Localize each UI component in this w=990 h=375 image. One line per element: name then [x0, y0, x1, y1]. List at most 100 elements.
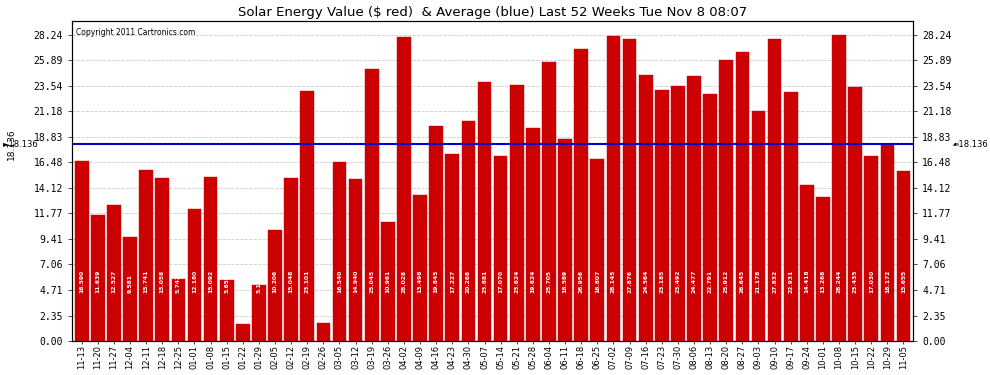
Bar	[767, 39, 781, 341]
Bar	[880, 144, 894, 341]
Text: 16.590: 16.590	[79, 270, 84, 293]
Bar	[348, 179, 362, 341]
Text: 19.624: 19.624	[531, 270, 536, 293]
Bar	[590, 159, 604, 341]
Text: 10.206: 10.206	[272, 270, 277, 293]
Bar	[188, 209, 201, 341]
Bar	[623, 39, 637, 341]
Bar	[558, 140, 572, 341]
Text: 17.030: 17.030	[869, 270, 874, 293]
Text: 24.477: 24.477	[691, 270, 697, 293]
Text: 15.048: 15.048	[289, 270, 294, 293]
Text: 13.498: 13.498	[418, 270, 423, 293]
Text: 18.136: 18.136	[7, 129, 16, 160]
Bar	[833, 35, 845, 341]
Bar	[543, 62, 555, 341]
Title: Solar Energy Value ($ red)  & Average (blue) Last 52 Weeks Tue Nov 8 08:07: Solar Energy Value ($ red) & Average (bl…	[238, 6, 747, 18]
Bar	[107, 205, 121, 341]
Text: 18.172: 18.172	[885, 270, 890, 293]
Text: 28.028: 28.028	[402, 270, 407, 293]
Text: 19.845: 19.845	[434, 270, 439, 293]
Bar	[526, 128, 540, 341]
Text: 13.268: 13.268	[821, 270, 826, 293]
Bar	[155, 178, 169, 341]
Text: 26.645: 26.645	[740, 270, 744, 293]
Bar	[494, 156, 508, 341]
Bar	[478, 82, 491, 341]
Bar	[365, 69, 378, 341]
Text: 22.931: 22.931	[788, 270, 793, 293]
Bar	[800, 184, 814, 341]
Bar	[510, 85, 524, 341]
Bar	[236, 324, 249, 341]
Text: 23.435: 23.435	[852, 270, 857, 293]
Bar	[848, 87, 862, 341]
Bar	[204, 177, 218, 341]
Bar	[220, 280, 234, 341]
Text: 23.624: 23.624	[514, 270, 519, 293]
Bar	[864, 156, 878, 341]
Text: 25.705: 25.705	[546, 270, 551, 293]
Text: 9.581: 9.581	[128, 274, 133, 293]
Text: 12.180: 12.180	[192, 270, 197, 293]
Text: 20.268: 20.268	[466, 270, 471, 293]
Text: 26.956: 26.956	[579, 270, 584, 293]
Text: 17.070: 17.070	[498, 270, 503, 293]
Bar	[784, 92, 798, 341]
Text: 16.807: 16.807	[595, 270, 600, 293]
Text: ☙18.136: ☙18.136	[951, 140, 988, 149]
Bar	[687, 76, 701, 341]
Text: 28.145: 28.145	[611, 270, 616, 293]
Text: 5.659: 5.659	[224, 274, 230, 293]
Text: 15.092: 15.092	[208, 270, 213, 293]
Bar	[574, 49, 588, 341]
Bar	[736, 52, 749, 341]
Text: 18.589: 18.589	[562, 270, 567, 293]
Bar	[461, 121, 475, 341]
Text: 14.940: 14.940	[353, 270, 358, 293]
Text: 28.244: 28.244	[837, 270, 842, 293]
Bar	[123, 237, 137, 341]
Bar	[413, 195, 427, 341]
Text: 16.540: 16.540	[337, 270, 342, 293]
Text: 24.564: 24.564	[644, 270, 648, 293]
Bar	[397, 37, 411, 341]
Bar	[252, 285, 265, 341]
Bar	[381, 222, 395, 341]
Text: Copyright 2011 Cartronics.com: Copyright 2011 Cartronics.com	[76, 27, 196, 36]
Bar	[430, 126, 444, 341]
Bar	[671, 86, 685, 341]
Bar	[607, 36, 621, 341]
Text: 23.101: 23.101	[305, 270, 310, 293]
Text: 5.742: 5.742	[176, 274, 181, 293]
Text: 5.155: 5.155	[256, 274, 261, 293]
Text: 25.912: 25.912	[724, 270, 729, 293]
Text: 21.178: 21.178	[756, 270, 761, 293]
Bar	[816, 197, 830, 341]
Bar	[751, 111, 765, 341]
Bar	[317, 322, 331, 341]
Text: 1.707: 1.707	[321, 274, 326, 293]
Text: 10.961: 10.961	[385, 270, 390, 293]
Bar	[655, 90, 668, 341]
Text: 25.045: 25.045	[369, 270, 374, 293]
Bar	[720, 60, 733, 341]
Bar	[703, 94, 717, 341]
Bar	[897, 171, 911, 341]
Text: 27.876: 27.876	[627, 270, 632, 293]
Bar	[300, 90, 314, 341]
Text: 27.832: 27.832	[772, 270, 777, 293]
Text: 23.185: 23.185	[659, 270, 664, 293]
Text: 22.791: 22.791	[708, 270, 713, 293]
Text: 17.227: 17.227	[449, 270, 454, 293]
Bar	[446, 154, 459, 341]
Text: 15.058: 15.058	[159, 270, 164, 293]
Text: 23.492: 23.492	[675, 270, 680, 293]
Bar	[333, 162, 346, 341]
Bar	[268, 230, 282, 341]
Text: 12.527: 12.527	[112, 270, 117, 293]
Bar	[639, 75, 652, 341]
Text: 1.577: 1.577	[241, 274, 246, 293]
Bar	[171, 279, 185, 341]
Bar	[140, 170, 153, 341]
